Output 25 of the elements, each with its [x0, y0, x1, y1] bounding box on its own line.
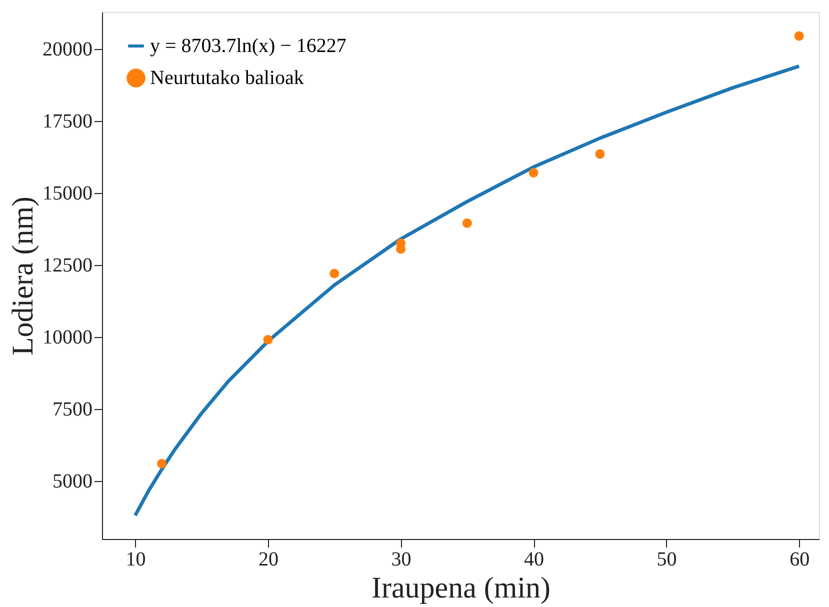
y-tick-label: 20000: [42, 38, 92, 60]
y-tick-label: 10000: [42, 326, 92, 348]
point: [263, 335, 273, 345]
point: [157, 458, 166, 468]
line-series: [133, 64, 801, 518]
point: [794, 31, 804, 41]
legend-label: Neurtutako balioak: [150, 67, 304, 89]
y-tick-label: 7500: [52, 398, 92, 420]
x-tick-label: 10: [126, 548, 146, 570]
point: [462, 218, 472, 228]
y-tick-label: 15000: [42, 182, 92, 204]
y-tick-label: 17500: [42, 110, 92, 132]
x-tick-label: 30: [391, 548, 412, 570]
y-axis-title: Lodiera (nm): [6, 196, 40, 356]
point: [330, 268, 340, 278]
point: [595, 149, 605, 159]
x-tick-label: 60: [790, 548, 810, 570]
x-tick-label: 40: [524, 548, 544, 570]
point: [528, 168, 538, 178]
x-tick-label: 20: [258, 548, 278, 570]
x-tick-label: 50: [656, 548, 677, 570]
legend-label: y = 8703.7ln(x) − 16227: [150, 35, 346, 57]
x-axis-title: Iraupena (min): [371, 572, 551, 604]
y-tick-label: 12500: [42, 254, 92, 276]
y-tick-label: 5000: [52, 470, 92, 492]
